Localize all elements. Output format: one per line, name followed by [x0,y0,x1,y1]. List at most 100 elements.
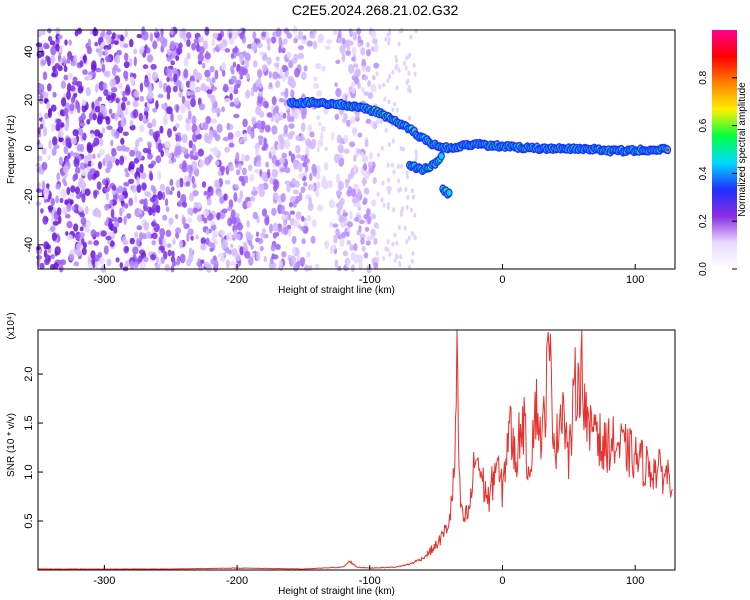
spectrogram-noise-blob [155,100,159,110]
spectrogram-noise-blob [376,224,380,229]
spectrogram-noise-blob [288,150,292,157]
spectrogram-noise-blob [255,231,260,237]
spectrogram-noise-blob [151,118,157,128]
spectrogram-noise-blob [239,31,244,40]
spectrogram-noise-blob [164,140,171,149]
spectrogram-noise-blob [175,104,179,113]
spectrogram-noise-blob [159,228,166,238]
spectrogram-noise-blob [75,100,80,110]
spectrogram-noise-blob [39,123,44,130]
spectrogram-noise-blob [102,178,107,185]
spectrogram-noise-blob [373,43,379,53]
spectrogram-noise-blob [346,240,352,245]
spectrogram-noise-blob [175,123,180,129]
spectrogram-noise-blob [117,216,123,224]
spectrogram-noise-blob [218,43,224,49]
spectrogram-noise-blob [65,213,71,219]
spectrogram-noise-blob [129,169,135,175]
spectrogram-noise-blob [256,42,263,49]
spectrogram-noise-blob [105,55,111,63]
spectrogram-noise-blob [211,77,216,84]
spectrogram-noise-blob [174,213,179,220]
spectrogram-noise-blob [324,45,331,50]
spectrogram-noise-blob [407,70,411,76]
spectrogram-noise-blob [270,145,277,155]
spectrogram-noise-blob [162,114,169,125]
spectrogram-noise-blob [287,79,294,86]
spectrogram-noise-blob [303,65,308,72]
spectrogram-noise-blob [103,245,109,255]
spectrogram-noise-blob [365,118,372,124]
spectrogram-noise-blob [61,97,67,107]
spectrogram-noise-blob [367,80,371,87]
spectrogram-noise-blob [184,100,190,108]
spectrogram-noise-blob [228,38,235,45]
spectrogram-noise-blob [238,66,245,77]
spectrogram-noise-blob [143,78,150,88]
spectrogram-noise-blob [278,259,283,269]
spectrogram-noise-blob [186,39,191,48]
spectrogram-noise-blob [55,195,59,204]
spectrogram-noise-blob [62,140,66,146]
colorbar-tick-label: 0.4 [698,166,709,180]
spectrogram-noise-blob [297,45,304,51]
spectrogram-noise-blob [45,254,50,263]
spectrogram-noise-blob [288,228,292,237]
spectrogram-noise-blob [257,237,264,244]
spectrogram-noise-blob [311,163,317,173]
spectrogram-noise-blob [281,251,287,258]
spectrogram-noise-blob [270,244,276,252]
spectrogram-noise-blob [166,106,173,115]
spectrogram-noise-blob [53,262,59,269]
spectrogram-noise-blob [197,52,204,62]
spectrogram-noise-blob [205,263,212,273]
spectrogram-noise-blob [353,164,357,174]
spectrogram-noise-blob [376,191,380,197]
spectrogram-noise-blob [335,87,342,98]
spectrogram-noise-blob [279,204,285,215]
spectrogram-noise-blob [263,138,267,144]
spectrogram-noise-blob [292,189,299,195]
spectrogram-noise-blob [120,119,125,128]
spectrogram-noise-blob [106,30,112,36]
spectrogram-noise-blob [159,125,164,134]
spectrogram-noise-blob [395,254,399,260]
spectrogram-noise-blob [123,61,130,69]
spectrogram-noise-blob [261,31,267,38]
spectrogram-noise-blob [353,63,359,69]
spectrogram-noise-blob [289,195,296,203]
spectrogram-noise-blob [275,56,280,62]
spectrogram-noise-blob [276,143,281,151]
spectrogram-noise-blob [108,221,113,231]
spectrogram-noise-blob [239,190,244,200]
spectrogram-noise-blob [360,237,365,245]
spectrogram-noise-blob [87,38,92,47]
spectrogram-noise-blob [186,258,192,267]
spectrogram-noise-blob [96,115,103,125]
spectrogram-noise-blob [275,80,281,88]
spectrogram-noise-blob [200,243,207,251]
spectrogram-noise-blob [313,82,320,90]
spectrogram-noise-blob [372,38,378,45]
spectrogram-noise-blob [248,256,254,266]
spectrogram-noise-blob [210,94,216,104]
spectrogram-noise-blob [86,119,91,125]
spectrogram-noise-blob [400,163,404,169]
spectrogram-noise-blob [92,113,97,121]
spectrogram-noise-blob [100,230,107,237]
spectrogram-noise-blob [157,170,162,181]
spectrogram-noise-blob [87,240,93,245]
spectrogram-noise-blob [121,206,125,213]
spectrogram-noise-blob [339,197,345,205]
spectrogram-noise-blob [363,214,369,220]
spectrogram-noise-blob [134,231,139,238]
spectrogram-noise-blob [93,190,98,199]
spectrogram-noise-blob [386,185,390,191]
spectrogram-noise-blob [309,173,313,181]
spectrogram-noise-blob [303,182,308,187]
spectrogram-noise-blob [61,207,67,215]
spectrogram-noise-blob [151,71,158,82]
spectrogram-noise-blob [299,136,306,142]
spectrogram-noise-blob [50,198,55,206]
spectrogram-noise-blob [312,29,317,35]
